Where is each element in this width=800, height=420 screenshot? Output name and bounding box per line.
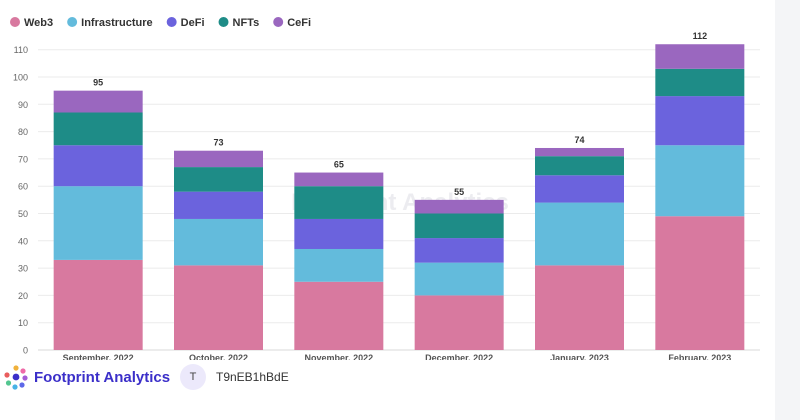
user-id: T9nEB1hBdE — [216, 370, 289, 384]
bar-segment-nfts — [414, 213, 504, 239]
legend-label-cefi: CeFi — [287, 17, 311, 29]
legend-marker-defi — [166, 17, 177, 27]
total-label: 55 — [454, 187, 464, 197]
bar-segment-defi — [174, 191, 263, 219]
bar-segment-defi — [294, 218, 384, 249]
bar-segment-infrastructure — [174, 218, 263, 266]
y-tick-label: 60 — [18, 182, 28, 192]
total-label: 112 — [693, 31, 708, 41]
x-tick-label: September, 2022 — [63, 353, 134, 360]
bar-segment-nfts — [655, 68, 745, 97]
stacked-bar-chart: Web3 Infrastructure DeFi NFTs CeFi 0 10 20 30 40 5… — [10, 17, 760, 360]
bar-segment-defi — [53, 145, 143, 187]
legend-marker-web3 — [10, 17, 20, 27]
bar-segment-cefi — [535, 147, 624, 157]
bar-segment-infrastructure — [535, 202, 624, 266]
legend-label-web3: Web3 — [24, 17, 53, 29]
y-tick-label: 20 — [18, 291, 28, 301]
y-tick-label: 10 — [18, 318, 28, 328]
bar-segment-cefi — [174, 150, 263, 168]
bar-segment-cefi — [53, 90, 143, 113]
x-tick-label: November, 2022 — [305, 353, 374, 360]
bar-segment-infrastructure — [53, 186, 143, 260]
legend-marker-infrastructure — [67, 17, 78, 27]
legend-label-defi: DeFi — [181, 17, 205, 29]
user-chip[interactable]: T T9nEB1hBdE — [180, 364, 289, 390]
total-label: 73 — [213, 138, 223, 148]
footprint-logo-icon — [4, 365, 28, 390]
bar-segment-cefi — [655, 44, 745, 69]
y-tick-label: 110 — [14, 45, 28, 55]
y-tick-label: 50 — [18, 209, 28, 219]
x-tick-label: February, 2023 — [668, 353, 731, 360]
y-tick-label: 30 — [18, 264, 28, 274]
bar-segment-web3 — [53, 259, 143, 350]
bar-segment-infrastructure — [655, 145, 745, 217]
bar-segment-defi — [535, 175, 624, 203]
y-tick-label: 0 — [23, 346, 28, 356]
y-tick-label: 90 — [18, 100, 28, 110]
total-label: 65 — [334, 160, 344, 170]
bar-segment-infrastructure — [414, 262, 504, 296]
y-tick-label: 40 — [18, 236, 28, 246]
legend-label-nfts: NFTs — [233, 17, 260, 29]
legend-label-infrastructure: Infrastructure — [81, 17, 153, 29]
bar-segment-defi — [414, 238, 504, 263]
bar-segment-cefi — [294, 172, 384, 187]
legend-marker-cefi — [273, 17, 284, 27]
footer-brand[interactable]: Footprint Analytics — [0, 360, 180, 394]
bar-segment-nfts — [294, 186, 384, 219]
y-tick-label: 70 — [18, 154, 28, 164]
x-tick-label: October, 2022 — [189, 353, 248, 360]
bar-segment-web3 — [414, 295, 504, 350]
y-tick-label: 80 — [18, 127, 28, 137]
bar-segment-nfts — [535, 156, 624, 176]
scrollbar-track[interactable] — [775, 0, 800, 420]
total-label: 95 — [93, 78, 103, 88]
total-label: 74 — [574, 135, 584, 145]
x-tick-label: January, 2023 — [550, 353, 609, 360]
brand-name: Footprint Analytics — [34, 368, 171, 386]
bar-segment-nfts — [174, 167, 263, 192]
x-tick-label: December, 2022 — [425, 353, 493, 360]
y-tick-label: 100 — [13, 73, 28, 83]
avatar: T — [180, 364, 206, 390]
bar-segment-defi — [655, 96, 745, 146]
bar-segment-nfts — [53, 112, 143, 146]
legend-marker-nfts — [218, 17, 229, 27]
bar-segment-web3 — [655, 216, 745, 350]
bar-segment-web3 — [174, 265, 263, 350]
bar-segment-web3 — [294, 281, 384, 350]
bar-segment-cefi — [414, 199, 504, 214]
bar-segment-web3 — [535, 265, 624, 350]
bar-segment-infrastructure — [294, 248, 384, 282]
